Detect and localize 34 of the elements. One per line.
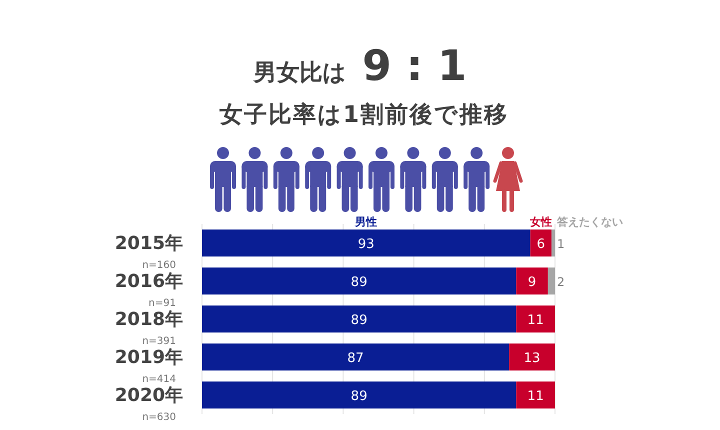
data-label: 93 [358,237,374,252]
bar [202,344,510,370]
bar [509,344,555,370]
chart-title: 男女比は 9 : 1 [252,41,467,90]
bar [516,382,555,408]
bar [202,268,516,294]
chart-subtitle: 女子比率は1割前後で推移 [218,101,509,128]
series-label: 女性 [528,216,552,229]
series-label: 男性 [354,216,378,229]
bar [516,268,548,294]
data-label: 89 [350,313,368,328]
bar [530,230,552,256]
y-tick-label: 2020年 n=630 [114,385,183,423]
y-tick-label: 2018年 n=391 [114,309,183,347]
data-label: 2 [557,275,565,289]
y-tick-label: 2015年 n=160 [114,233,183,271]
bar [202,306,516,332]
bar [548,268,555,294]
bar [202,382,516,408]
data-label: 1 [557,237,565,251]
data-label: 13 [524,351,540,366]
data-label: 6 [536,237,546,252]
bar [202,230,530,256]
data-label: 89 [350,389,368,404]
y-tick-label: 2016年 n=91 [114,271,183,309]
data-label: 9 [528,275,536,290]
bar [551,230,555,256]
data-label: 11 [527,389,544,404]
y-tick-label: 2019年 n=414 [114,347,183,385]
data-label: 89 [350,275,368,290]
data-label: 11 [527,313,544,328]
bar [516,306,555,332]
series-label: 答えたくない [556,216,623,229]
data-label: 87 [347,351,364,366]
